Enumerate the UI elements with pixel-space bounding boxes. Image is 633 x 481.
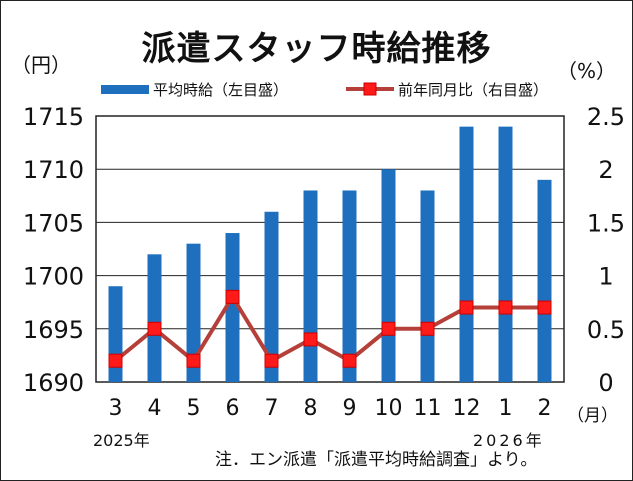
bar (459, 126, 474, 382)
x-axis-tick-label: 4 (148, 396, 162, 421)
x-axis-tick-label: 3 (109, 396, 123, 421)
line-marker (381, 321, 396, 336)
right-axis-tick-label: 0 (598, 369, 613, 397)
right-axis-tick-label: 1.5 (587, 209, 625, 237)
left-axis-unit: （円） (11, 53, 71, 77)
bar (420, 190, 435, 382)
bar (225, 233, 240, 382)
x-axis-tick-label: 8 (304, 396, 318, 421)
legend-bar-label: 平均時給（左目盛） (153, 81, 288, 99)
line-marker (108, 353, 123, 368)
bar (264, 211, 279, 382)
line-marker (225, 289, 240, 304)
bar (303, 190, 318, 382)
x-axis-tick-label: 5 (187, 396, 201, 421)
x-axis-tick-label: 12 (453, 396, 481, 421)
x-axis-tick-label: 11 (414, 396, 442, 421)
plot-area-border (95, 115, 565, 383)
right-axis-tick-label: 0.5 (587, 316, 625, 344)
line-marker (147, 321, 162, 336)
x-axis-tick-label: 9 (343, 396, 357, 421)
x-axis-tick-label: 7 (265, 396, 279, 421)
legend-line-label: 前年同月比（右目盛） (398, 81, 548, 99)
chart-title: 派遣スタッフ時給推移 (141, 29, 492, 69)
line-marker (459, 300, 474, 315)
line-marker (264, 353, 279, 368)
bar (381, 169, 396, 382)
right-axis-tick-label: 1 (598, 263, 613, 291)
right-axis-tick-label: 2.5 (587, 103, 625, 131)
x-axis-tick-label: 6 (226, 396, 240, 421)
bar (498, 126, 513, 382)
year-label-end: 2026年 (473, 431, 545, 450)
year-label-start: 2025年 (93, 431, 150, 450)
source-note: 注．エン派遣「派遣平均時給調査」より。 (215, 450, 538, 470)
left-axis-tick-label: 1700 (23, 263, 84, 291)
right-axis-tick-label: 2 (598, 156, 613, 184)
bar (147, 254, 162, 382)
left-axis-tick-label: 1710 (23, 156, 84, 184)
bar (537, 179, 552, 382)
legend-line-marker (363, 82, 377, 96)
left-axis-tick-label: 1690 (23, 369, 84, 397)
x-axis-tick-label: 10 (375, 396, 403, 421)
bar (186, 243, 201, 382)
bar (342, 190, 357, 382)
legend-bar-swatch (101, 85, 149, 94)
left-axis-tick-label: 1705 (23, 209, 84, 237)
line-marker (420, 321, 435, 336)
left-axis-tick-label: 1695 (23, 316, 84, 344)
line-marker (498, 300, 513, 315)
x-axis-unit: （月） (567, 406, 618, 426)
x-axis-tick-label: 2 (538, 396, 552, 421)
right-axis-unit: （%） (556, 59, 616, 83)
line-marker (537, 300, 552, 315)
x-axis-tick-label: 1 (499, 396, 513, 421)
line-marker (342, 353, 357, 368)
line-marker (303, 332, 318, 347)
line-marker (186, 353, 201, 368)
left-axis-tick-label: 1715 (23, 103, 84, 131)
